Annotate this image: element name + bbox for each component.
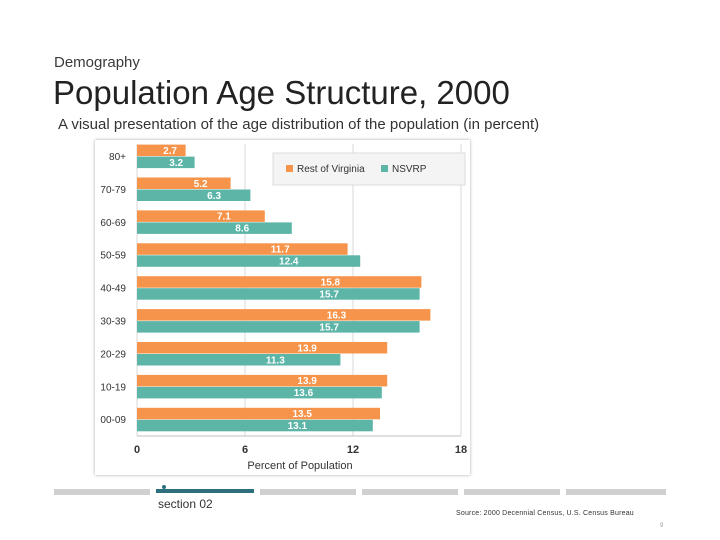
bar-nsvrp [137, 419, 373, 432]
bar-rest-of-virginia [137, 210, 265, 222]
bar-nsvrp [137, 255, 361, 267]
y-tick-label: 10-19 [100, 382, 126, 393]
legend-swatch-nsvrp [381, 165, 388, 172]
bar-rest-of-virginia [137, 407, 380, 420]
bar-rest-of-virginia [137, 276, 422, 288]
legend-label-rest-of-virginia: Rest of Virginia [297, 164, 365, 175]
source-note: Source: 2000 Decennial Census, U.S. Cens… [456, 510, 634, 517]
x-tick-label: 18 [455, 444, 467, 456]
bar-value-label: 16.3 [327, 310, 347, 321]
bar-nsvrp [137, 189, 251, 201]
x-tick-label: 0 [134, 444, 140, 456]
legend: Rest of Virginia NSVRP [272, 152, 466, 186]
y-tick-label: 30-39 [100, 317, 126, 328]
bar-value-label: 15.8 [321, 278, 341, 289]
bar-nsvrp [137, 222, 292, 234]
bar-value-label: 3.2 [169, 158, 183, 169]
bar-value-label: 12.4 [279, 257, 299, 268]
y-tick-label: 00-09 [100, 415, 126, 426]
y-tick-label: 80+ [109, 152, 126, 163]
y-tick-label: 60-69 [100, 218, 126, 229]
bar-value-label: 13.9 [297, 376, 317, 387]
bar-value-label: 13.1 [288, 421, 308, 432]
bar-value-label: 11.3 [266, 355, 285, 366]
page-title: Population Age Structure, 2000 [53, 74, 510, 111]
nav-segment-1[interactable] [54, 489, 150, 495]
legend-box [272, 152, 466, 186]
legend-swatch-rest-of-virginia [286, 165, 293, 172]
bar-value-label: 6.3 [207, 191, 221, 202]
bar-nsvrp [137, 156, 195, 169]
x-axis-title: Percent of Population [247, 460, 352, 472]
nav-segment-2-active[interactable] [156, 489, 254, 493]
bar-nsvrp [137, 288, 420, 300]
bar-rest-of-virginia [137, 177, 231, 189]
bars [137, 144, 431, 432]
nav-indicator-dot [162, 485, 166, 489]
nav-segment-3[interactable] [260, 489, 356, 495]
y-tick-label: 40-49 [100, 284, 126, 295]
bar-rest-of-virginia [137, 144, 186, 157]
bar-nsvrp [137, 354, 341, 366]
bar-rest-of-virginia [137, 243, 348, 255]
chart-container: 0 6 12 18 80+ 2.7 3.2 70-79 5.2 6.3 60-69 7.1 8.6 50-… [95, 140, 470, 475]
bar-value-label: 2.7 [163, 146, 177, 157]
bar-rest-of-virginia [137, 309, 431, 321]
slide-category: Demography [54, 54, 140, 71]
nav-segment-4[interactable] [362, 489, 458, 495]
bar-value-label: 8.6 [235, 224, 249, 235]
bar-value-label: 13.6 [294, 388, 314, 399]
bar-value-label: 15.7 [319, 322, 339, 333]
page-subtitle: A visual presentation of the age distrib… [58, 116, 540, 133]
bar-value-label: 11.7 [271, 245, 290, 256]
x-tick-label: 12 [347, 444, 359, 456]
y-tick-label: 70-79 [100, 185, 126, 196]
bar-value-label: 5.2 [194, 179, 208, 190]
bar-value-label: 13.9 [297, 343, 317, 354]
bar-value-label: 13.5 [293, 409, 313, 420]
y-tick-label: 50-59 [100, 251, 126, 262]
nav-segment-6[interactable] [566, 489, 666, 495]
bar-nsvrp [137, 321, 420, 333]
section-label: section 02 [158, 497, 213, 511]
bar-value-label: 7.1 [217, 212, 231, 223]
bar-rest-of-virginia [137, 342, 388, 354]
bar-value-label: 15.7 [319, 290, 339, 301]
population-bar-chart: 0 6 12 18 80+ 2.73.2 70-79 5.26.3 60-69 7.1 8.6 50-… [100, 144, 467, 472]
labels: 0 6 12 18 80+ 2.73.2 70-79 5.26.3 60-69 7.1 8.6 50-… [100, 146, 467, 456]
legend-label-nsvrp: NSVRP [392, 164, 427, 175]
bar-rest-of-virginia [137, 374, 388, 387]
bar-nsvrp [137, 386, 382, 399]
page-number: 9 [660, 523, 664, 529]
nav-segment-5[interactable] [464, 489, 560, 495]
y-tick-label: 20-29 [100, 349, 126, 360]
x-tick-label: 6 [242, 444, 248, 456]
